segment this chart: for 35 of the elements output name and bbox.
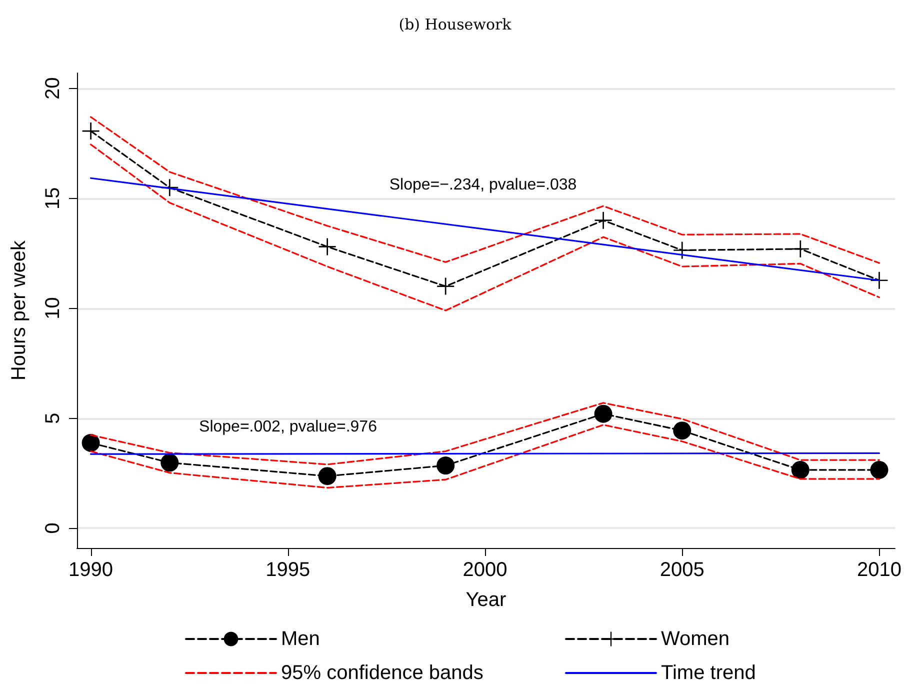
- point: [870, 460, 888, 479]
- y-axis-title: Hours per week: [8, 239, 30, 381]
- y-tick-label: 10: [42, 297, 64, 320]
- point: [318, 467, 336, 486]
- point: [82, 434, 100, 452]
- x-tick-label: 2000: [462, 559, 508, 581]
- x-tick-label: 1990: [68, 559, 114, 581]
- point: [673, 422, 692, 440]
- annotation: Slope=.002, pvalue=.976: [199, 418, 378, 436]
- line-series: [90, 116, 880, 264]
- point: [792, 240, 809, 258]
- chart-title: (b) Housework: [398, 16, 512, 34]
- annotation: Slope=−.234, pvalue=.038: [389, 176, 577, 194]
- point: [82, 122, 100, 140]
- point: [436, 456, 455, 475]
- x-axis-title: Year: [466, 589, 507, 611]
- y-tick-label: 0: [42, 522, 64, 534]
- legend-label: Men: [281, 628, 320, 650]
- point: [318, 238, 336, 256]
- legend-label: Time trend: [661, 662, 756, 684]
- legend-label: Women: [661, 628, 730, 650]
- point: [594, 212, 612, 229]
- x-tick-label: 2005: [660, 559, 704, 581]
- point: [437, 278, 454, 295]
- y-tick-label: 20: [42, 77, 64, 100]
- point: [594, 404, 612, 423]
- x-tick-label: 2010: [856, 559, 902, 581]
- legend-label: 95% confidence bands: [281, 662, 484, 684]
- point: [791, 460, 810, 479]
- line-series: [90, 144, 880, 312]
- point: [160, 454, 179, 472]
- point: [674, 242, 691, 259]
- y-tick-label: 5: [42, 412, 64, 424]
- x-tick-label: 1995: [266, 559, 310, 581]
- y-tick-label: 15: [42, 187, 64, 210]
